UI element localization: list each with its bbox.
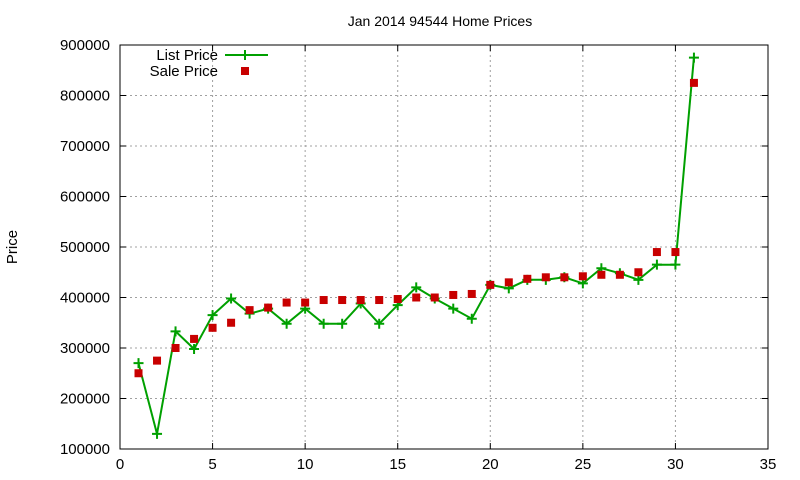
list-price-point	[133, 358, 144, 369]
y-tick-label: 200000	[60, 391, 110, 408]
sale-price-point	[560, 273, 569, 282]
legend-label-list-price: List Price	[156, 47, 218, 64]
sale-price-point	[264, 303, 273, 312]
list-price-point	[226, 293, 237, 304]
x-tick-label: 0	[116, 456, 124, 473]
x-tick-labels: 0 5 10 15 20 25 30 35	[116, 456, 777, 473]
sale-price-point	[375, 296, 384, 305]
legend-marker-square-icon	[241, 67, 249, 75]
y-tick-label: 900000	[60, 37, 110, 54]
x-tick-label: 35	[760, 456, 777, 473]
sale-price-point	[301, 298, 310, 307]
sale-price-point	[486, 280, 495, 289]
sale-price-point	[190, 334, 199, 343]
list-price-point	[318, 318, 329, 329]
list-price-point	[633, 274, 644, 285]
sale-price-point	[171, 344, 180, 352]
sale-price-point	[134, 369, 143, 378]
sale-price-point	[504, 278, 513, 287]
sale-price-point	[449, 290, 458, 299]
sale-price-point	[430, 293, 439, 302]
x-tick-label: 25	[575, 456, 592, 473]
list-price-point	[207, 310, 218, 321]
y-axis-label: Price	[4, 230, 21, 264]
list-price-point	[152, 428, 163, 439]
chart-title: Jan 2014 94544 Home Prices	[348, 13, 532, 29]
list-price-point	[170, 326, 181, 337]
y-tick-label: 100000	[60, 441, 110, 458]
legend-marker-plus-icon	[240, 50, 250, 60]
list-price-point	[281, 318, 292, 329]
list-price-point	[411, 282, 422, 293]
sale-price-point	[597, 270, 606, 279]
y-tick-label: 500000	[60, 239, 110, 256]
list-price-line	[137, 57, 695, 435]
sale-price-point	[208, 323, 217, 332]
sale-price-point	[652, 248, 661, 257]
y-tick-label: 600000	[60, 189, 110, 206]
sale-price-point	[153, 356, 162, 365]
plot-frame	[119, 44, 769, 450]
x-tick-label: 15	[389, 456, 406, 473]
y-tick-label: 800000	[60, 88, 110, 105]
legend-label-sale-price: Sale Price	[150, 63, 218, 80]
list-price-point	[466, 313, 477, 324]
sale-price-point	[412, 293, 421, 302]
series-sale-price	[134, 78, 698, 378]
x-tick-label: 30	[667, 456, 684, 473]
list-price-point	[374, 318, 385, 329]
sale-price-point	[227, 318, 236, 327]
sale-price-point	[319, 296, 328, 305]
sale-price-point	[338, 296, 347, 305]
series-list-price	[133, 52, 699, 439]
sale-price-point	[467, 289, 476, 298]
list-price-point	[337, 318, 348, 329]
sale-price-point	[541, 273, 550, 282]
sale-price-point	[356, 296, 365, 305]
x-tick-label: 10	[297, 456, 314, 473]
sale-price-point	[671, 248, 680, 257]
y-tick-labels: 100000 200000 300000 400000 500000 600000 7000…	[60, 37, 110, 458]
x-tick-label: 5	[208, 456, 216, 473]
list-price-point	[670, 259, 681, 270]
sale-price-point	[245, 306, 254, 315]
grid	[120, 45, 768, 449]
sale-price-point	[615, 270, 624, 279]
list-price-point	[448, 303, 459, 314]
sale-price-point	[282, 298, 291, 307]
list-price-point	[688, 52, 699, 63]
y-tick-label: 300000	[60, 340, 110, 357]
sale-price-point	[523, 274, 532, 283]
legend: List Price Sale Price	[150, 47, 268, 80]
list-price-point	[651, 259, 662, 270]
sale-price-point	[393, 295, 402, 304]
sale-price-point	[578, 272, 587, 281]
y-tick-label: 700000	[60, 138, 110, 155]
y-tick-label: 400000	[60, 290, 110, 307]
x-tick-label: 20	[482, 456, 499, 473]
list-price-point	[189, 344, 200, 355]
sale-price-point	[634, 268, 643, 277]
sale-price-point	[689, 78, 698, 87]
